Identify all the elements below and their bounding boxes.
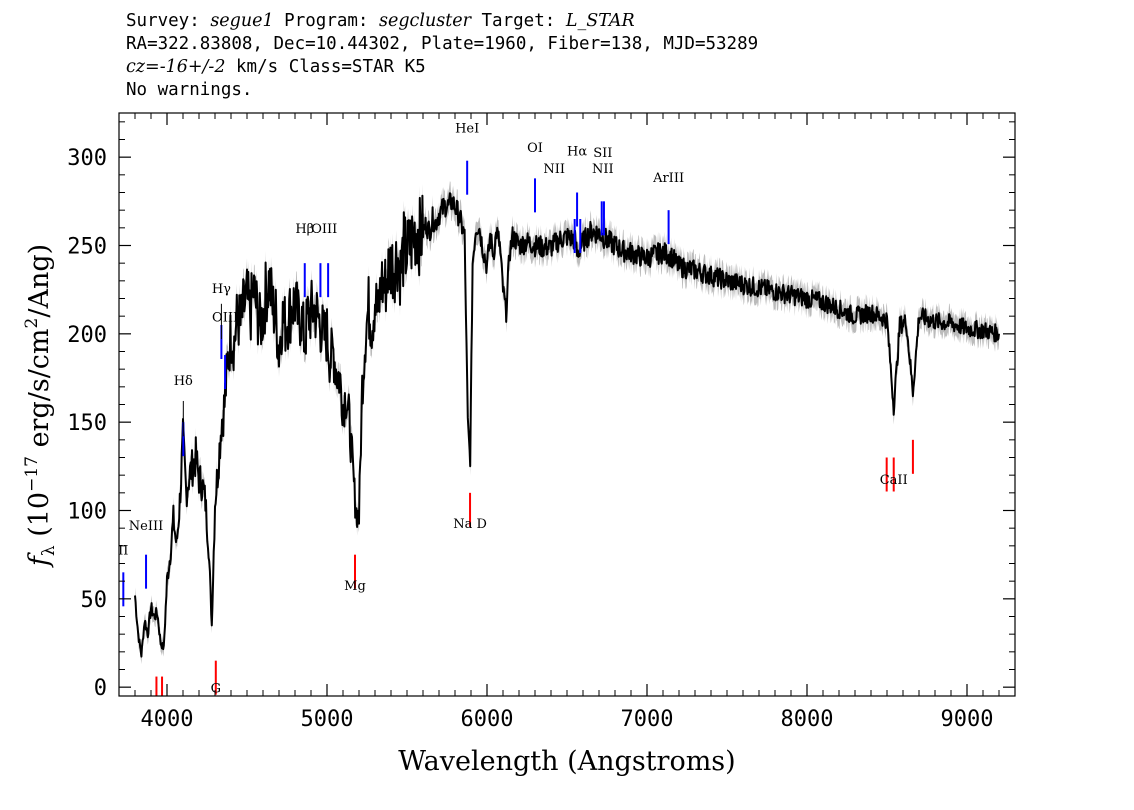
x-tick-label: 4000 [141,707,194,732]
y-tick-label: 300 [67,146,107,171]
program-value: segcluster [379,11,471,31]
cz-label: cz= [126,57,160,77]
y-tick-label: 200 [67,323,107,348]
y-tick-label: 250 [67,235,107,260]
absorption-line-label-0: G [211,681,221,696]
error-band [135,181,999,664]
emission-line-label-2: Hδ [174,374,193,389]
cz-value: -16+/-2 [159,57,226,77]
class-text: km/s Class=STAR K5 [225,57,426,77]
emission-line-label-8: OI [527,141,543,156]
spectrum-layer [134,192,1000,658]
x-tick-label: 6000 [461,707,514,732]
header-line-warnings: No warnings. [126,80,253,100]
absorption-line-label-1: Mg [344,579,366,594]
y-axis-title: fλ (10−17 erg/s/cm2/Ang) [22,244,59,568]
y-tick-label: 100 [67,500,107,525]
emission-line-label-11: SII [593,146,612,161]
spectrum-header: Survey: segue1 Program: segcluster Targe… [126,10,758,102]
x-tick-label: 5000 [301,707,354,732]
y-axis-title-group: fλ (10−17 erg/s/cm2/Ang) [22,244,59,568]
target-label: Target: [481,11,556,31]
emission-line-label-10: Hα [567,144,587,159]
y-tick-label: 150 [67,411,107,436]
emission-line-label-13: ArIII [652,171,684,186]
axis-ticks [118,113,1016,696]
plot-frame [118,112,1016,697]
emission-line-label-4: OIII [212,310,238,325]
header-line-coordinates: RA=322.83808, Dec=10.44302, Plate=1960, … [126,34,759,54]
survey-label: Survey: [126,11,200,31]
y-tick-label: 0 [94,676,107,701]
line-markers-layer [122,160,914,696]
emission-line-label-9: NII [543,162,565,177]
emission-line-label-0: II [118,544,128,559]
emission-line-label-7: HeI [455,121,479,136]
axis-tick-labels: 4000 5000 6000 7000 8000 9000 0 50 100 150 200 250 3… [67,146,993,732]
header-line-redshift: cz=-16+/-2 km/s Class=STAR K5 [126,56,758,79]
emission-line-label-5: Hβ [295,222,314,237]
x-tick-label: 7000 [621,707,674,732]
x-axis-title: Wavelength (Angstroms) [398,746,735,777]
emission-line-label-1: NeIII [129,519,163,534]
spectrum-line [134,192,1000,658]
program-label: Program: [284,11,369,31]
emission-line-label-3: Hγ [212,282,231,297]
x-tick-label: 8000 [781,707,834,732]
x-tick-label: 9000 [941,707,994,732]
absorption-line-label-2: Na D [453,517,487,532]
header-line-survey: Survey: segue1 Program: segcluster Targe… [126,10,758,33]
emission-line-label-12: NII [592,162,614,177]
y-tick-label: 50 [81,588,108,613]
emission-line-label-6: OIII [311,222,337,237]
error-band-layer [135,181,999,664]
target-value: L_STAR [565,11,635,31]
absorption-line-label-3: CaII [880,473,908,488]
survey-value: segue1 [210,11,274,31]
